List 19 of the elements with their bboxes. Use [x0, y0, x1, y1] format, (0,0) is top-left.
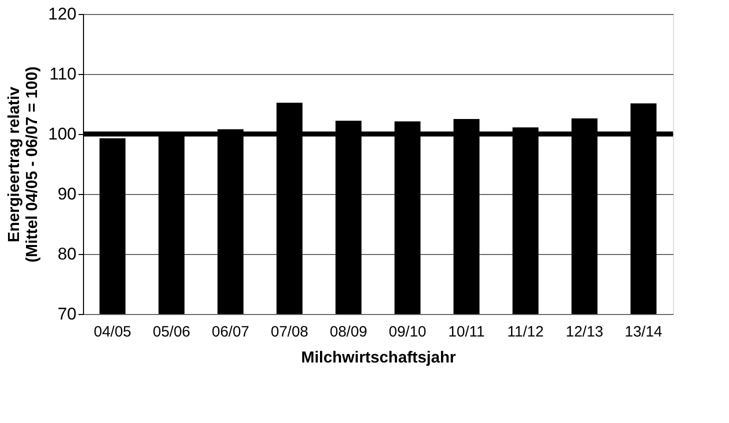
x-tick-label: 05/06	[152, 324, 190, 340]
y-tick-label: 90	[58, 184, 76, 204]
x-tick-label: 07/08	[270, 324, 308, 340]
x-tick-label: 11/12	[507, 324, 544, 340]
y-tick-label: 100	[48, 124, 76, 144]
x-axis-title: Milchwirtschaftsjahr	[301, 350, 456, 366]
x-tick-label: 10/11	[448, 324, 485, 340]
x-tick-label: 12/13	[566, 324, 604, 340]
x-tick-label: 08/09	[330, 324, 368, 340]
y-tick-label: 120	[48, 4, 76, 24]
x-tick-label: 09/10	[388, 324, 426, 340]
y-tick-label: 80	[58, 244, 76, 264]
x-tick-label: 04/05	[94, 324, 132, 340]
text: Energieertrag relativ	[6, 86, 24, 242]
y-tick-label: 70	[58, 304, 76, 324]
x-tick-label: 06/07	[212, 324, 250, 340]
y-tick-label: 110	[49, 64, 76, 84]
x-tick-label: 13/14	[624, 324, 662, 340]
text: (Mittel 04/05 - 06/07 = 100)	[24, 66, 42, 263]
